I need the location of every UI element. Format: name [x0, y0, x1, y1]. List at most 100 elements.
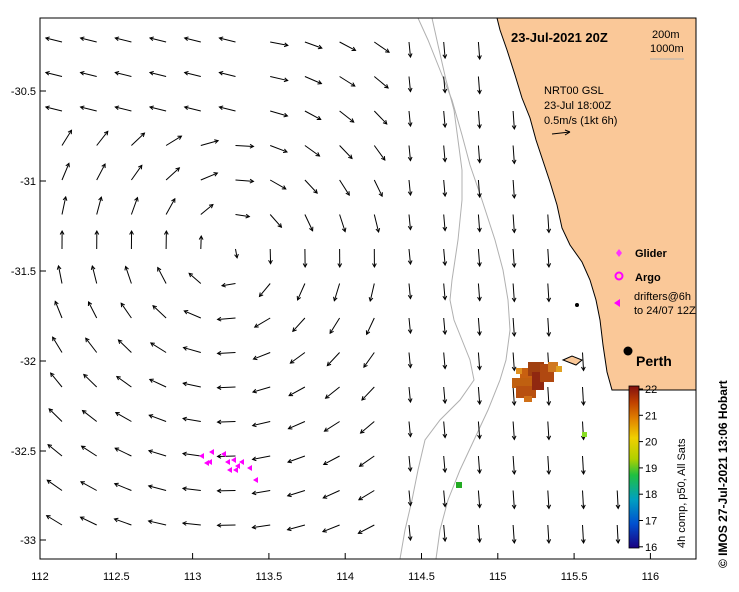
current-arrow [322, 490, 340, 499]
current-arrow [48, 408, 63, 422]
current-arrow [234, 248, 239, 259]
current-arrow [216, 385, 236, 390]
current-arrow [183, 36, 201, 43]
current-arrow [130, 164, 143, 181]
current-arrow [117, 339, 132, 353]
current-arrow [357, 490, 375, 501]
current-arrow [188, 272, 202, 284]
current-arrow [149, 342, 167, 353]
green-obs-b [582, 432, 587, 437]
current-arrow [148, 378, 167, 388]
current-arrow [157, 266, 167, 284]
x-tick-label: 115.5 [561, 571, 588, 583]
current-arrow [511, 317, 517, 337]
current-arrow [442, 283, 448, 301]
current-arrow [302, 248, 308, 269]
glider-legend-label: Glider [635, 248, 668, 260]
current-arrow [373, 110, 388, 125]
current-arrow [407, 352, 413, 369]
current-arrow [511, 110, 517, 130]
current-arrow [59, 229, 65, 250]
x-tick-label: 113.5 [256, 571, 283, 583]
y-tick-label: -32.5 [11, 446, 36, 458]
current-arrow [220, 282, 236, 288]
drifter-point [235, 463, 240, 469]
current-arrow [292, 317, 306, 333]
current-arrow [442, 248, 448, 267]
current-arrow [148, 105, 167, 112]
perth-marker [623, 346, 633, 356]
y-tick-label: -30.5 [11, 86, 36, 98]
argo-legend-label: Argo [635, 272, 661, 284]
current-arrow [407, 421, 413, 438]
current-arrow [373, 179, 383, 198]
current-arrow [270, 76, 289, 83]
current-arrow [407, 248, 413, 266]
current-arrow [407, 41, 413, 59]
current-arrow [253, 317, 271, 328]
current-arrow [374, 41, 390, 53]
current-arrow [442, 145, 448, 163]
current-arrow [182, 346, 201, 353]
current-arrow [96, 163, 106, 181]
current-arrow [581, 455, 586, 476]
current-arrow [358, 455, 375, 467]
current-arrow [251, 386, 271, 394]
current-arrow [152, 304, 167, 319]
sst-patch [512, 362, 562, 402]
coast-marker [575, 303, 579, 307]
current-arrow [477, 41, 482, 61]
y-axis-ticks: -30.5 -31 -31.5 -32 -32.5 -33 [11, 86, 46, 547]
y-tick-label: -31.5 [11, 266, 36, 278]
current-arrow [198, 235, 204, 250]
current-arrow [359, 421, 375, 434]
x-axis-ticks: 112 112.5 113 113.5 114 114.5 115 115.5 116 [31, 553, 659, 583]
current-arrow [442, 524, 448, 543]
current-arrow [442, 352, 448, 370]
current-arrow [47, 443, 63, 457]
colorbar-tick-label: 22 [645, 384, 657, 396]
current-arrow [182, 381, 201, 388]
current-arrow [477, 283, 482, 302]
drifter-point [247, 465, 252, 471]
current-arrow [216, 316, 236, 322]
current-arrow [304, 41, 323, 50]
contour-legend-1000m: 1000m [650, 43, 684, 55]
current-arrow [114, 70, 132, 77]
credit-line: © IMOS 27-Jul-2021 13:06 Hobart [716, 380, 730, 568]
current-arrow [339, 214, 347, 233]
current-arrow [407, 490, 413, 507]
x-tick-label: 113 [184, 571, 202, 583]
current-arrow [96, 196, 103, 215]
current-arrow [511, 248, 517, 268]
current-arrow [131, 132, 146, 146]
y-tick-label: -31 [20, 176, 36, 188]
current-time: 23-Jul 18:00Z [544, 100, 612, 112]
current-arrow [477, 386, 482, 406]
current-arrow [148, 36, 167, 43]
drifter-tracks [199, 449, 258, 483]
current-arrow [79, 70, 97, 77]
colorbar-tick-label: 18 [645, 489, 657, 501]
current-arrow [200, 203, 214, 215]
current-arrow [407, 179, 413, 197]
current-arrow [85, 337, 98, 353]
current-arrow [114, 447, 132, 457]
current-arrow [94, 229, 100, 250]
current-arrow [442, 179, 448, 198]
current-arrow [581, 386, 586, 407]
drifter-point [207, 459, 212, 465]
drifter-point [199, 453, 204, 459]
current-arrow [147, 519, 167, 526]
current-arrow [326, 352, 340, 367]
current-arrow [337, 248, 343, 269]
current-arrow [407, 386, 413, 404]
current-arrow [546, 248, 552, 269]
current-arrow [258, 283, 271, 298]
current-arrow [477, 455, 482, 475]
current-arrow [442, 317, 448, 336]
current-arrow [477, 179, 482, 199]
current-arrow [216, 350, 236, 356]
current-arrow [251, 490, 271, 496]
